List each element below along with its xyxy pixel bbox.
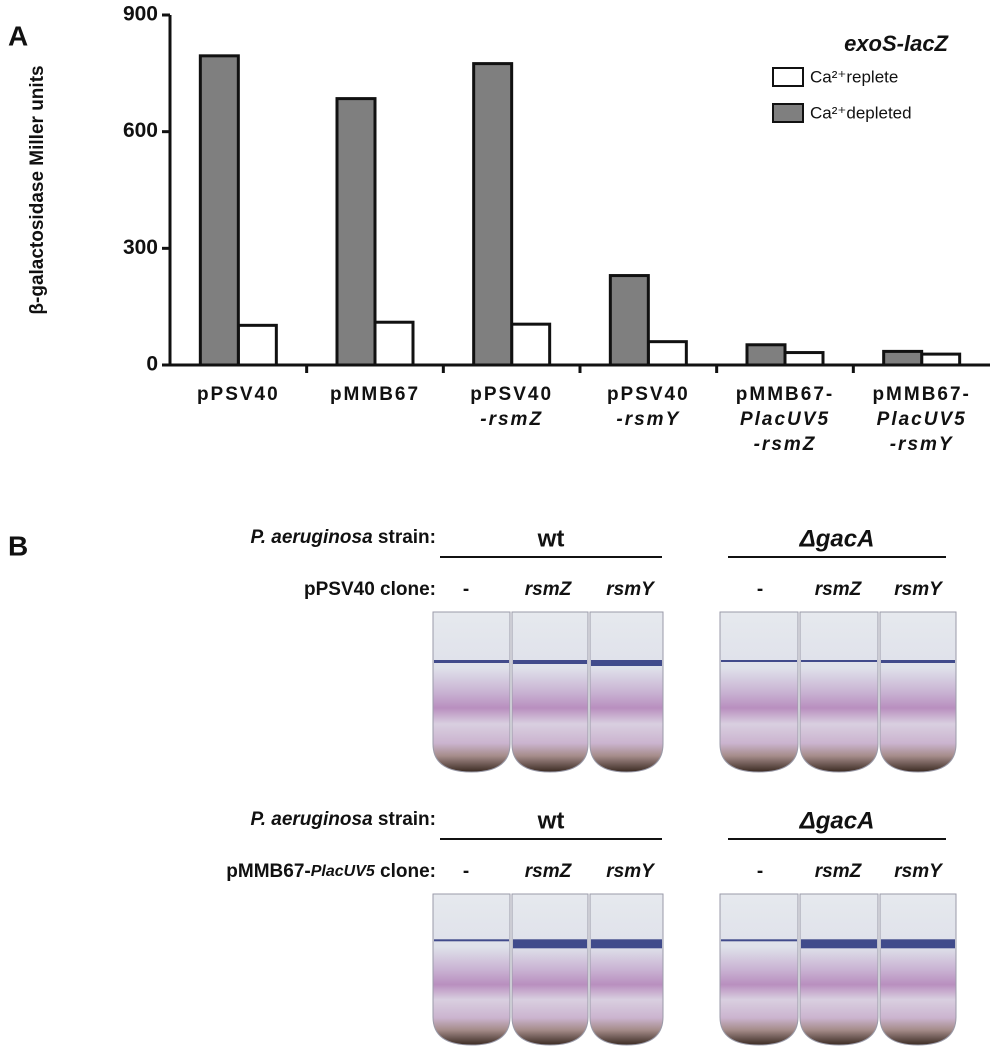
- bar: [373, 320, 415, 367]
- bar: [236, 323, 278, 367]
- bar: [510, 322, 552, 367]
- x-tick-label: pMMB67: [330, 384, 420, 405]
- panel-label: A: [8, 20, 28, 51]
- x-tick-label: pPSV40: [470, 384, 553, 405]
- text-part: pPSV40 clone:: [304, 579, 436, 600]
- text-part: P. aeruginosa: [250, 809, 373, 830]
- biofilm-ring: [721, 939, 797, 942]
- x-tick-label: -rsmY: [616, 409, 680, 430]
- x-tick-label: -rsmY: [890, 434, 954, 455]
- panel-label: B: [8, 530, 28, 561]
- biofilm-ring: [721, 660, 797, 662]
- tube-photo: [719, 893, 799, 1046]
- column-label: -: [757, 861, 763, 882]
- tube-photo: [879, 611, 957, 773]
- tube-photo: [719, 611, 799, 773]
- legend-swatch: [772, 67, 804, 87]
- tube-photo: [511, 611, 589, 773]
- y-tick-label: 900: [123, 3, 158, 26]
- biofilm-ring: [881, 660, 955, 663]
- text-part: strain:: [373, 527, 436, 548]
- bar: [198, 54, 240, 367]
- y-tick-label: 0: [146, 353, 158, 376]
- group-label: ΔgacA: [799, 525, 875, 552]
- column-label: rsmZ: [525, 861, 573, 882]
- biofilm-ring: [801, 660, 877, 662]
- bar: [920, 352, 962, 367]
- tube-photo: [589, 611, 664, 773]
- y-tick-label: 300: [123, 236, 158, 259]
- column-label: rsmY: [894, 579, 944, 600]
- column-label: rsmZ: [525, 579, 573, 600]
- tube-photo: [432, 611, 511, 773]
- column-label: rsmZ: [815, 861, 863, 882]
- bar: [882, 349, 924, 367]
- group-label: wt: [537, 525, 565, 552]
- legend-title: exoS-lacZ: [844, 31, 949, 56]
- tube-photo: [799, 893, 879, 1046]
- legend-label: Ca²⁺depleted: [810, 103, 912, 122]
- y-tick-label: 600: [123, 119, 158, 142]
- legend-swatch: [772, 103, 804, 123]
- y-axis-label: β-galactosidase Miller units: [27, 65, 48, 314]
- text-part: PlacUV5: [311, 863, 376, 880]
- column-label: -: [757, 579, 763, 600]
- x-tick-label: pPSV40: [607, 384, 690, 405]
- bar: [646, 340, 688, 367]
- group-label: wt: [537, 807, 565, 834]
- bar: [783, 351, 825, 367]
- legend-label: Ca²⁺replete: [810, 67, 898, 86]
- x-tick-label: pMMB67-: [736, 384, 834, 405]
- biofilm-ring: [801, 939, 877, 949]
- biofilm-ring: [513, 660, 587, 664]
- column-label: rsmY: [606, 579, 656, 600]
- text-part: pMMB67-: [226, 861, 310, 882]
- clone-label: pMMB67-PlacUV5 clone:: [226, 861, 436, 882]
- biofilm-ring: [881, 939, 955, 949]
- bar: [745, 343, 787, 367]
- column-label: -: [463, 579, 469, 600]
- strain-label: P. aeruginosa strain:: [250, 527, 436, 548]
- x-tick-label: PlacUV5: [877, 409, 967, 430]
- biofilm-ring: [513, 939, 587, 949]
- text-part: P. aeruginosa: [250, 527, 373, 548]
- group-label: ΔgacA: [799, 807, 875, 834]
- tube-photo: [511, 893, 589, 1046]
- x-tick-label: PlacUV5: [740, 409, 830, 430]
- tube-photo: [432, 893, 511, 1046]
- clone-label: pPSV40 clone:: [304, 579, 436, 600]
- tube-photo: [879, 893, 957, 1046]
- bar: [608, 274, 650, 367]
- biofilm-ring: [591, 939, 662, 949]
- biofilm-ring: [591, 660, 662, 666]
- strain-label: P. aeruginosa strain:: [250, 809, 436, 830]
- x-tick-label: pMMB67-: [872, 384, 970, 405]
- column-label: rsmZ: [815, 579, 863, 600]
- column-label: rsmY: [894, 861, 944, 882]
- bar: [335, 97, 377, 367]
- tube-photo: [799, 611, 879, 773]
- x-tick-label: -rsmZ: [754, 434, 817, 455]
- biofilm-ring: [434, 939, 509, 942]
- x-tick-label: pPSV40: [197, 384, 280, 405]
- bar: [472, 62, 514, 367]
- tube-photo: [589, 893, 664, 1046]
- text-part: strain:: [373, 809, 436, 830]
- column-label: -: [463, 861, 469, 882]
- x-tick-label: -rsmZ: [480, 409, 543, 430]
- biofilm-ring: [434, 660, 509, 663]
- column-label: rsmY: [606, 861, 656, 882]
- text-part: clone:: [375, 861, 436, 882]
